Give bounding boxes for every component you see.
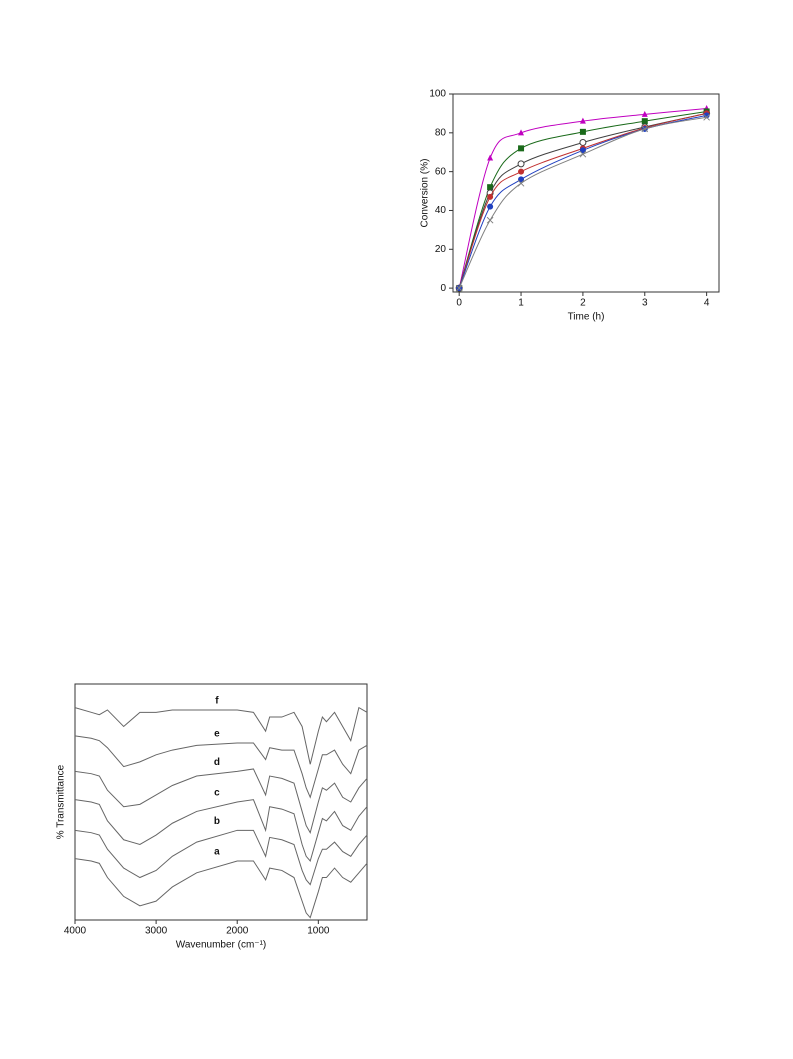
y-tick-label: 80 (435, 127, 447, 138)
x-axis-label: Wavenumber (cm⁻¹) (176, 940, 266, 951)
plot-frame (452, 93, 720, 293)
x-tick-label: 3000 (145, 926, 168, 937)
curve-label: c (214, 788, 220, 799)
marker (486, 216, 494, 224)
marker (517, 160, 525, 168)
marker (518, 168, 525, 175)
marker (487, 193, 494, 200)
curve-label: b (214, 816, 220, 827)
marker (487, 203, 494, 210)
marker (579, 150, 587, 158)
y-tick-label: 100 (429, 89, 446, 100)
x-axis-label: Time (h) (568, 312, 605, 323)
curve-label: e (214, 729, 220, 740)
curve-label: f (215, 696, 219, 707)
marker (518, 176, 525, 183)
x-tick-label: 4000 (64, 926, 87, 937)
marker (487, 154, 494, 161)
curve-label: d (214, 757, 220, 768)
y-tick-label: 60 (435, 166, 447, 177)
curve-label: a (214, 847, 220, 858)
y-tick-label: 20 (435, 244, 447, 255)
marker (641, 125, 649, 133)
y-tick-label: 40 (435, 205, 447, 216)
marker (703, 112, 710, 119)
series-line (74, 768, 368, 834)
y-axis-label: Conversion (%) (420, 159, 431, 228)
marker (579, 139, 587, 147)
y-axis-label: % Transmittance (56, 764, 67, 839)
marker (703, 113, 710, 121)
series-line (458, 108, 707, 289)
x-tick-label: 4 (704, 298, 710, 309)
x-tick-label: 2000 (226, 926, 249, 937)
x-tick-label: 3 (642, 298, 648, 309)
marker (579, 117, 586, 124)
marker (455, 284, 463, 292)
plot-frame (74, 683, 368, 921)
series-line (74, 858, 368, 919)
series-line (458, 110, 707, 289)
x-tick-label: 2 (580, 298, 586, 309)
marker (641, 118, 648, 125)
series-line (74, 735, 368, 799)
marker (518, 129, 525, 136)
series-line (74, 706, 368, 765)
series-line (458, 116, 707, 289)
marker (518, 145, 525, 152)
marker (487, 184, 494, 191)
marker (579, 147, 586, 154)
x-tick-label: 1000 (307, 926, 330, 937)
y-tick-label: 0 (440, 283, 446, 294)
series-line (74, 799, 368, 863)
marker (517, 179, 525, 187)
x-tick-label: 0 (456, 298, 462, 309)
marker (641, 110, 648, 117)
marker (579, 128, 586, 135)
x-tick-label: 1 (518, 298, 524, 309)
series-line (74, 829, 368, 886)
